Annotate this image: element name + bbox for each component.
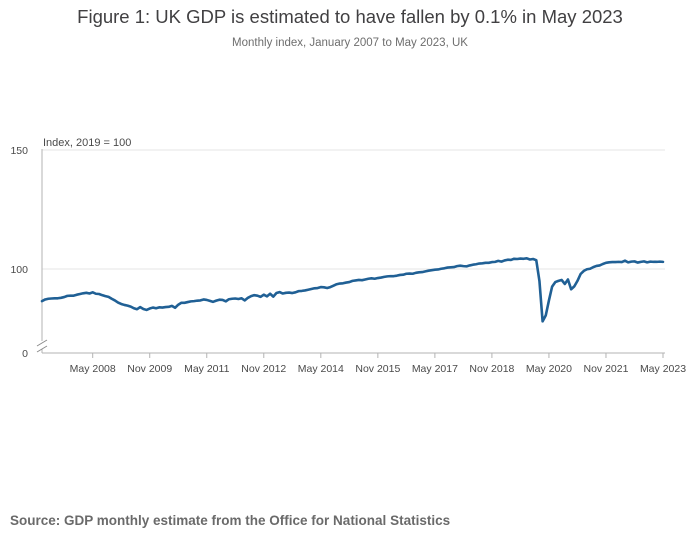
y-tick-labels: 0 100 150 <box>10 145 28 360</box>
y-axis-break-marker <box>36 339 48 353</box>
axes <box>36 149 665 354</box>
x-ticks: May 2008 Nov 2009 May 2011 Nov 2012 May 2014… <box>70 353 686 375</box>
x-tick-label: Nov 2015 <box>355 363 400 375</box>
y-axis-label: Index, 2019 = 100 <box>43 137 131 149</box>
gdp-series-line <box>40 256 665 323</box>
x-tick-label: Nov 2009 <box>127 363 172 375</box>
y-tick-label: 0 <box>22 348 28 360</box>
chart-title: Figure 1: UK GDP is estimated to have fa… <box>77 6 623 27</box>
x-tick-label: May 2020 <box>526 363 572 375</box>
x-tick-label: May 2008 <box>70 363 116 375</box>
x-tick-label: May 2023 <box>640 363 686 375</box>
x-tick-label: May 2017 <box>412 363 458 375</box>
x-tick-label: Nov 2012 <box>241 363 286 375</box>
gridlines <box>42 149 665 270</box>
chart-subtitle: Monthly index, January 2007 to May 2023,… <box>232 37 468 49</box>
x-tick-label: Nov 2021 <box>583 363 628 375</box>
x-tick-label: May 2014 <box>298 363 344 375</box>
y-tick-label: 100 <box>10 264 28 276</box>
y-tick-label: 150 <box>10 145 28 157</box>
x-tick-label: Nov 2018 <box>469 363 514 375</box>
source-note: Source: GDP monthly estimate from the Of… <box>10 513 451 528</box>
x-tick-label: May 2011 <box>184 363 229 375</box>
